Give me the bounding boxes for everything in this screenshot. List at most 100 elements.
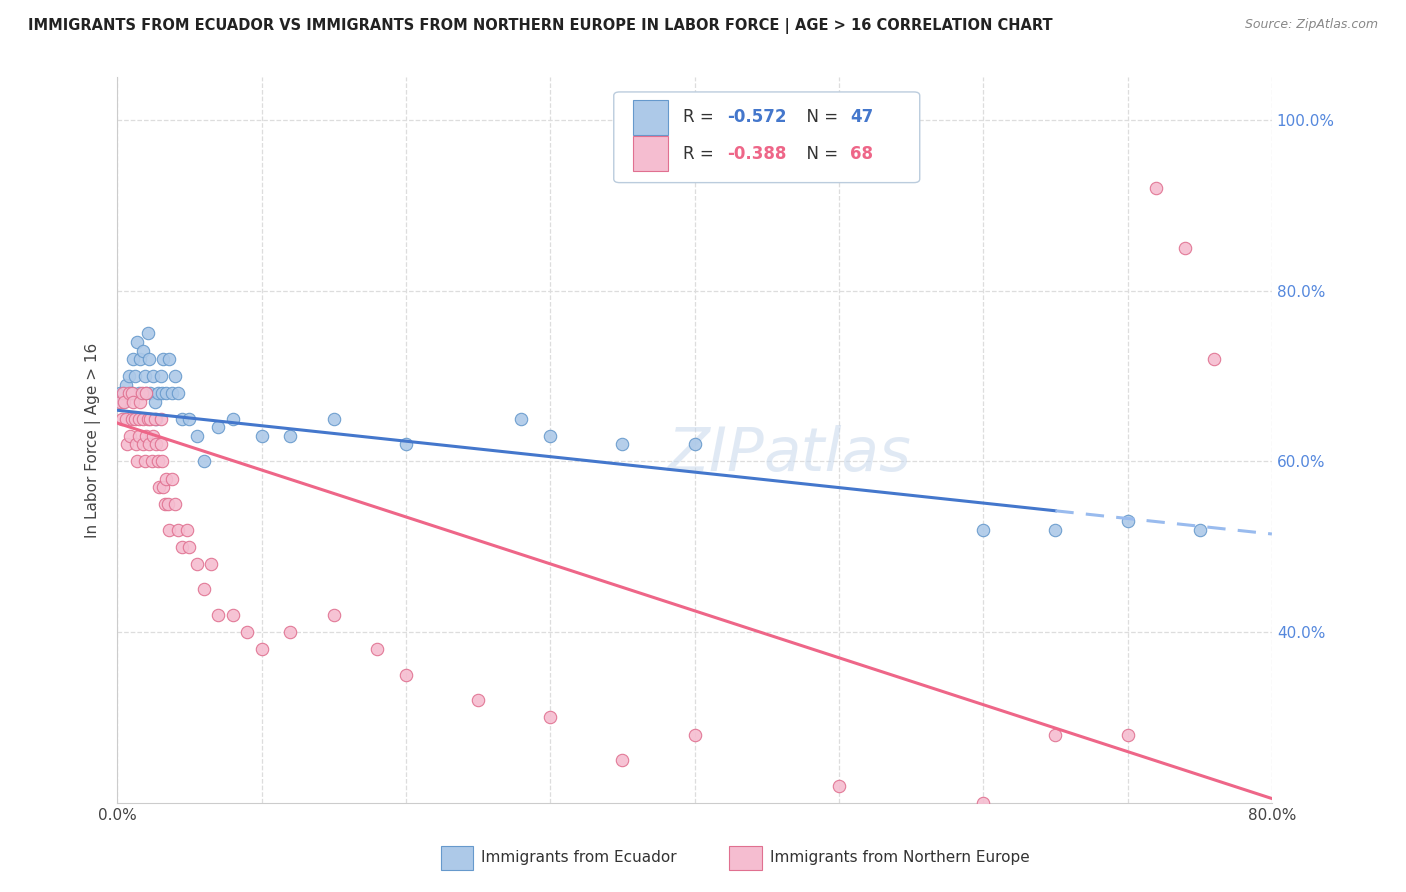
Point: [395, 667, 418, 681]
Point: [149, 369, 172, 384]
Point: [186, 557, 208, 571]
Point: [152, 352, 174, 367]
Bar: [440, 846, 472, 871]
Point: [167, 386, 190, 401]
Point: [155, 471, 177, 485]
Point: [118, 386, 141, 401]
Point: [108, 394, 131, 409]
Point: [167, 523, 190, 537]
Point: [1116, 514, 1139, 528]
Point: [146, 386, 169, 401]
Point: [200, 557, 222, 571]
Point: [1188, 523, 1211, 537]
Point: [176, 523, 198, 537]
Point: [612, 437, 634, 451]
Point: [112, 386, 135, 401]
Point: [152, 480, 174, 494]
Point: [139, 411, 162, 425]
Point: [683, 437, 706, 451]
Point: [828, 779, 851, 793]
Text: ZIP: ZIP: [666, 425, 763, 484]
Point: [142, 429, 165, 443]
Point: [114, 386, 136, 401]
Point: [149, 411, 172, 425]
Point: [122, 352, 145, 367]
Point: [250, 429, 273, 443]
Point: [280, 625, 302, 640]
Point: [366, 642, 388, 657]
Point: [157, 523, 180, 537]
Point: [193, 454, 215, 468]
Point: [156, 497, 179, 511]
Point: [132, 411, 155, 425]
Point: [139, 386, 162, 401]
Text: R =: R =: [683, 108, 718, 127]
Point: [120, 429, 142, 443]
Point: [135, 386, 157, 401]
Point: [143, 411, 166, 425]
Text: N =: N =: [796, 145, 844, 162]
Point: [322, 608, 344, 623]
Point: [322, 411, 344, 425]
Point: [135, 429, 157, 443]
Point: [160, 471, 183, 485]
Bar: [633, 100, 668, 135]
Point: [129, 394, 152, 409]
Point: [467, 693, 489, 707]
Text: 68: 68: [851, 145, 873, 162]
Point: [110, 411, 132, 425]
Point: [145, 411, 167, 425]
Bar: [633, 136, 668, 171]
Point: [124, 369, 146, 384]
Point: [172, 411, 194, 425]
Point: [128, 411, 150, 425]
Point: [250, 642, 273, 657]
Point: [118, 369, 141, 384]
Point: [153, 497, 176, 511]
Point: [127, 334, 149, 349]
Text: IMMIGRANTS FROM ECUADOR VS IMMIGRANTS FROM NORTHERN EUROPE IN LABOR FORCE | AGE : IMMIGRANTS FROM ECUADOR VS IMMIGRANTS FR…: [28, 18, 1053, 34]
Point: [150, 454, 173, 468]
Point: [1045, 523, 1067, 537]
Text: N =: N =: [796, 108, 844, 127]
Point: [121, 411, 143, 425]
Point: [163, 369, 186, 384]
Point: [179, 411, 201, 425]
Point: [612, 753, 634, 767]
Point: [108, 386, 131, 401]
Point: [395, 437, 418, 451]
Point: [135, 386, 157, 401]
Point: [136, 411, 159, 425]
Point: [134, 369, 156, 384]
Point: [236, 625, 259, 640]
Point: [125, 437, 148, 451]
Point: [148, 480, 170, 494]
Point: [1174, 241, 1197, 255]
Point: [683, 727, 706, 741]
Point: [538, 710, 561, 724]
Point: [132, 343, 155, 358]
Point: [538, 429, 561, 443]
Point: [172, 540, 194, 554]
Point: [127, 454, 149, 468]
Point: [115, 377, 138, 392]
Point: [141, 454, 163, 468]
Point: [207, 608, 229, 623]
Point: [510, 411, 533, 425]
Point: [1045, 727, 1067, 741]
Point: [114, 394, 136, 409]
Point: [972, 796, 994, 810]
Point: [143, 394, 166, 409]
Y-axis label: In Labor Force | Age > 16: In Labor Force | Age > 16: [86, 343, 101, 538]
Point: [121, 386, 143, 401]
Text: -0.388: -0.388: [727, 145, 786, 162]
Point: [280, 429, 302, 443]
Text: R =: R =: [683, 145, 718, 162]
Point: [179, 540, 201, 554]
Point: [142, 369, 165, 384]
Point: [222, 411, 245, 425]
Point: [117, 437, 139, 451]
Point: [150, 386, 173, 401]
Point: [124, 411, 146, 425]
Point: [128, 386, 150, 401]
